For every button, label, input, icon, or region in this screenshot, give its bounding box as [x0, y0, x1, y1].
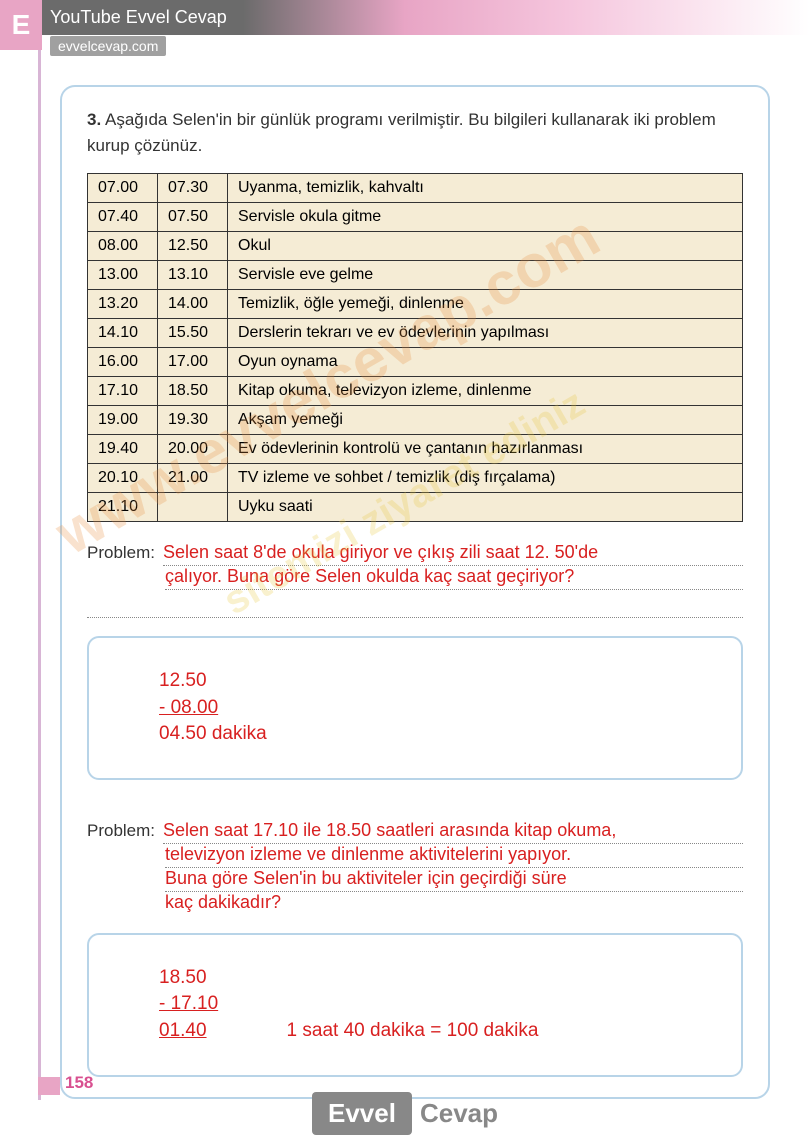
table-cell: Derslerin tekrarı ve ev ödevlerinin yapı… [228, 319, 743, 348]
calc2-result: 01.40 [129, 1018, 207, 1045]
table-row: 13.0013.10Servisle eve gelme [88, 261, 743, 290]
table-cell: 19.30 [158, 406, 228, 435]
question-text: 3. Aşağıda Selen'in bir günlük programı … [87, 107, 743, 158]
calc2-note: 1 saat 40 dakika = 100 dakika [287, 1018, 539, 1045]
footer-cevap: Cevap [420, 1098, 498, 1129]
table-cell: 19.00 [88, 406, 158, 435]
table-cell: 14.00 [158, 290, 228, 319]
table-row: 16.0017.00Oyun oynama [88, 348, 743, 377]
table-cell: Okul [228, 232, 743, 261]
table-row: 08.0012.50Okul [88, 232, 743, 261]
table-cell: Ev ödevlerinin kontrolü ve çantanın hazı… [228, 435, 743, 464]
page-content: 3. Aşağıda Selen'in bir günlük programı … [60, 85, 770, 1099]
table-cell: 17.00 [158, 348, 228, 377]
footer-evvel: Evvel [312, 1092, 412, 1135]
table-cell: 20.10 [88, 464, 158, 493]
table-cell: Uyku saati [228, 493, 743, 522]
question-body: Aşağıda Selen'in bir günlük programı ver… [87, 110, 716, 155]
table-cell: 08.00 [88, 232, 158, 261]
page-number: 158 [65, 1073, 93, 1093]
table-cell: Kitap okuma, televizyon izleme, dinlenme [228, 377, 743, 406]
youtube-label: YouTube Evvel Cevap [50, 7, 227, 28]
table-cell: Servisle okula gitme [228, 203, 743, 232]
problem-2: Problem: Selen saat 17.10 ile 18.50 saat… [87, 820, 743, 915]
top-bar: YouTube Evvel Cevap [0, 0, 810, 35]
calc2-row2: - 17.10 [129, 991, 701, 1018]
table-cell: TV izleme ve sohbet / temizlik (diş fırç… [228, 464, 743, 493]
table-row: 07.4007.50Servisle okula gitme [88, 203, 743, 232]
table-row: 21.10 Uyku saati [88, 493, 743, 522]
problem-label: Problem: [87, 543, 155, 563]
page-marker [38, 1077, 60, 1095]
table-row: 20.1021.00TV izleme ve sohbet / temizlik… [88, 464, 743, 493]
problem2-line3: Buna göre Selen'in bu aktiviteler için g… [165, 868, 743, 892]
table-row: 14.1015.50Derslerin tekrarı ve ev ödevle… [88, 319, 743, 348]
table-cell: 21.10 [88, 493, 158, 522]
problem1-line1: Selen saat 8'de okula giriyor ve çıkış z… [163, 542, 743, 566]
table-cell: 19.40 [88, 435, 158, 464]
table-cell: 12.50 [158, 232, 228, 261]
table-cell: 13.10 [158, 261, 228, 290]
calc1-row1: 12.50 [129, 668, 701, 695]
footer-logo: Evvel Cevap [312, 1092, 498, 1135]
problem-label-2: Problem: [87, 821, 155, 841]
problem2-line2: televizyon izleme ve dinlenme aktivitele… [165, 844, 743, 868]
table-cell: 14.10 [88, 319, 158, 348]
table-cell: 21.00 [158, 464, 228, 493]
dotted-line [87, 594, 743, 618]
question-number: 3. [87, 110, 101, 129]
problem2-line1: Selen saat 17.10 ile 18.50 saatleri aras… [163, 820, 743, 844]
table-cell: Servisle eve gelme [228, 261, 743, 290]
schedule-table: 07.0007.30Uyanma, temizlik, kahvaltı07.4… [87, 173, 743, 522]
table-cell: 13.00 [88, 261, 158, 290]
left-decoration [38, 50, 41, 1100]
answer-box-2: 18.50 - 17.10 01.40 1 saat 40 dakika = 1… [87, 933, 743, 1077]
table-cell: 07.50 [158, 203, 228, 232]
table-cell: Oyun oynama [228, 348, 743, 377]
answer-box-1: 12.50 - 08.00 04.50 dakika [87, 636, 743, 780]
table-cell [158, 493, 228, 522]
table-row: 07.0007.30Uyanma, temizlik, kahvaltı [88, 174, 743, 203]
calc2-row1: 18.50 [129, 965, 701, 992]
table-cell: 07.40 [88, 203, 158, 232]
table-cell: 17.10 [88, 377, 158, 406]
table-row: 19.4020.00Ev ödevlerinin kontrolü ve çan… [88, 435, 743, 464]
table-cell: Temizlik, öğle yemeği, dinlenme [228, 290, 743, 319]
calc1-result: 04.50 dakika [129, 721, 701, 748]
table-row: 17.1018.50Kitap okuma, televizyon izleme… [88, 377, 743, 406]
table-cell: 16.00 [88, 348, 158, 377]
calc1-row2: - 08.00 [129, 695, 701, 722]
problem2-line4: kaç dakikadır? [165, 892, 743, 915]
table-cell: Uyanma, temizlik, kahvaltı [228, 174, 743, 203]
corner-badge: E [0, 0, 42, 50]
table-row: 19.0019.30Akşam yemeği [88, 406, 743, 435]
table-cell: 07.30 [158, 174, 228, 203]
table-row: 13.2014.00Temizlik, öğle yemeği, dinlenm… [88, 290, 743, 319]
table-cell: 20.00 [158, 435, 228, 464]
site-url: evvelcevap.com [50, 36, 166, 56]
table-cell: 07.00 [88, 174, 158, 203]
table-cell: 15.50 [158, 319, 228, 348]
problem-1: Problem: Selen saat 8'de okula giriyor v… [87, 542, 743, 618]
table-cell: Akşam yemeği [228, 406, 743, 435]
problem1-line2: çalıyor. Buna göre Selen okulda kaç saat… [165, 566, 743, 590]
table-cell: 13.20 [88, 290, 158, 319]
table-cell: 18.50 [158, 377, 228, 406]
